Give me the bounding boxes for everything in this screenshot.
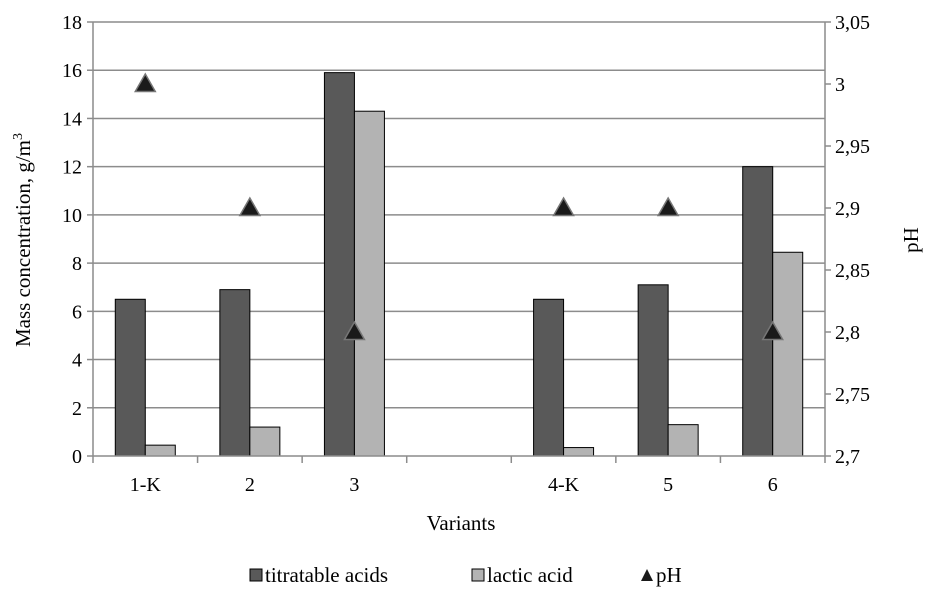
x-tick-label: 3 (349, 474, 359, 496)
right-tick-label: 3 (835, 74, 845, 96)
left-tick-label: 6 (72, 301, 82, 323)
ph-marker (343, 320, 366, 341)
ph-markers-layer (133, 72, 785, 341)
legend-label-ph: pH (656, 563, 682, 587)
titratable-acids-bar (533, 298, 565, 457)
right-tick-label: 2,95 (835, 136, 870, 158)
x-axis-ticks: 1-K 2 3 4-K 5 6 (130, 474, 778, 496)
bars-layer (114, 72, 804, 457)
lactic-acid-bar (144, 444, 176, 457)
right-tick-label: 2,7 (835, 446, 860, 468)
right-axis-title: pH (899, 227, 923, 253)
lactic-acid-bar (667, 424, 699, 457)
x-tick-label: 1-K (130, 474, 162, 496)
left-tick-label: 16 (62, 60, 82, 82)
ph-marker (552, 196, 575, 217)
left-axis-title-superscript: 3 (11, 133, 26, 140)
x-tick-label: 6 (768, 474, 778, 496)
lactic-acid-bar (563, 447, 595, 457)
right-tick-label: 3,05 (835, 12, 870, 34)
titratable-acids-bar (323, 72, 355, 457)
left-axis-ticks: 0 2 4 6 8 10 12 14 16 18 (62, 12, 82, 468)
left-tick-label: 12 (62, 157, 82, 179)
left-tick-label: 2 (72, 398, 82, 420)
x-axis-title: Variants (427, 511, 496, 535)
left-axis-title-text: Mass concentration, g/m (11, 140, 35, 347)
right-tick-label: 2,9 (835, 198, 860, 220)
legend-swatch-lactic-acid (471, 568, 485, 582)
left-tick-label: 14 (62, 108, 82, 130)
axes (87, 21, 831, 463)
ph-marker (656, 196, 680, 217)
x-tick-label: 5 (663, 474, 673, 496)
x-tick-label: 4-K (548, 474, 580, 496)
legend-label-lactic-acid: lactic acid (487, 563, 573, 587)
x-tick-label: 2 (245, 474, 255, 496)
ph-marker (761, 320, 785, 341)
titratable-acids-bar (637, 284, 669, 457)
lactic-acid-bar (249, 426, 281, 457)
right-tick-label: 2,75 (835, 384, 870, 406)
ph-marker (238, 196, 262, 217)
right-axis-ticks: 2,7 2,75 2,8 2,85 2,9 2,95 3 3,05 (835, 12, 870, 468)
ph-marker (133, 72, 157, 93)
gridlines (93, 21, 825, 409)
left-axis-title: Mass concentration, g/m3 (11, 133, 35, 347)
left-tick-label: 4 (72, 350, 82, 372)
lactic-acid-bar (772, 251, 804, 457)
left-tick-label: 10 (62, 205, 82, 227)
titratable-acids-bar (114, 298, 146, 457)
legend-swatch-titratable-acids (249, 568, 263, 582)
right-tick-label: 2,8 (835, 322, 860, 344)
titratable-acids-bar (219, 289, 251, 457)
right-tick-label: 2,85 (835, 260, 870, 282)
legend-label-titratable-acids: titratable acids (265, 563, 388, 587)
legend: titratable acids lactic acid pH (249, 563, 682, 587)
left-tick-label: 18 (62, 12, 82, 34)
left-tick-label: 0 (72, 446, 82, 468)
titratable-acids-bar (742, 166, 774, 457)
left-tick-label: 8 (72, 253, 82, 275)
legend-triangle-icon (641, 569, 653, 581)
lactic-acid-bar (353, 110, 385, 457)
